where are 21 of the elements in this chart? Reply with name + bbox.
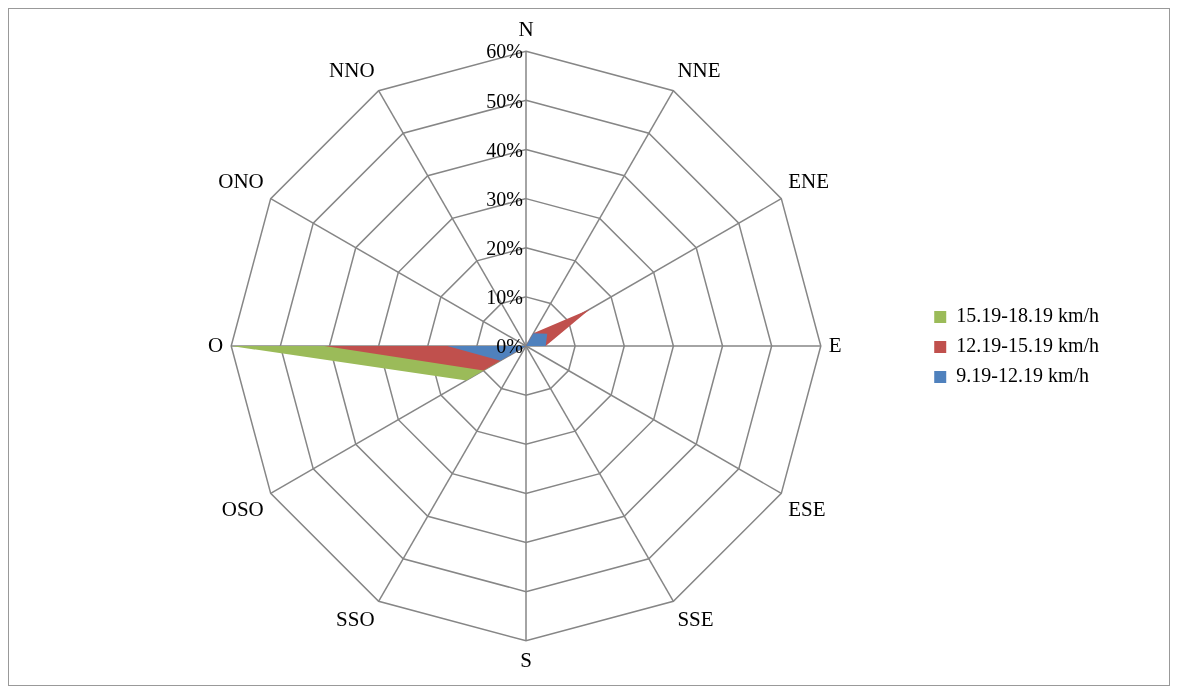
spoke-label: ENE [788, 168, 830, 193]
spoke-label: E [828, 332, 842, 357]
legend-label: 15.19-18.19 km/h [956, 304, 1100, 327]
y-tick-label: 30% [486, 187, 523, 210]
y-tick-label: 10% [486, 286, 523, 309]
spoke-label: NNE [677, 57, 721, 82]
y-tick-label: 20% [486, 236, 523, 259]
legend-label: 9.19-12.19 km/h [956, 364, 1090, 387]
y-tick-label: 60% [486, 40, 523, 63]
legend-label: 12.19-15.19 km/h [956, 334, 1100, 357]
y-tick-label: 50% [486, 89, 523, 112]
spoke-label: ONO [218, 168, 264, 193]
spoke-label: ESE [788, 496, 826, 521]
y-tick-label: 40% [486, 138, 523, 161]
spoke-label: O [208, 332, 224, 357]
spoke-label: SSO [336, 607, 375, 632]
spoke-label: N [518, 17, 534, 42]
spoke-label: S [520, 647, 532, 672]
spoke-label: OSO [221, 496, 264, 521]
spoke-label: NNO [329, 57, 375, 82]
spoke-label: SSE [677, 607, 714, 632]
